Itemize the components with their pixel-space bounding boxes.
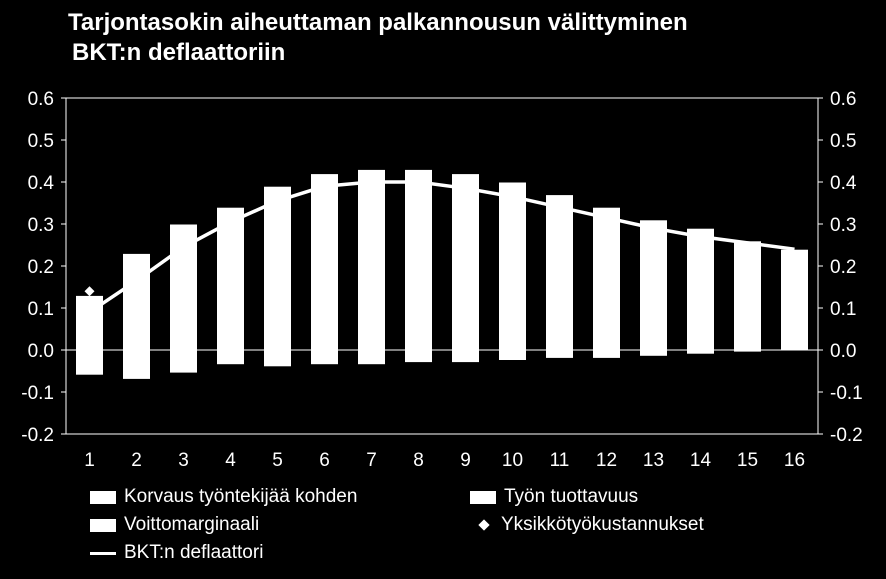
legend-label: Voittomarginaali (124, 514, 260, 535)
x-tick-label: 13 (643, 450, 664, 471)
y-tick-label-right: 0.2 (830, 257, 856, 278)
y-tick-label-left: 0.6 (28, 89, 54, 110)
bar (639, 349, 668, 357)
bar (498, 349, 527, 361)
bar (357, 349, 386, 366)
legend-label: Yksikkötyökustannukset (501, 514, 704, 535)
legend-label: BKT:n deflaattori (124, 542, 264, 563)
deflator-line (88, 180, 795, 314)
x-tick-label: 7 (366, 450, 377, 471)
bar (169, 349, 198, 374)
bar (169, 223, 198, 351)
y-tick-label-right: 0.0 (830, 341, 856, 362)
bar (75, 349, 104, 376)
x-tick-label: 9 (460, 450, 471, 471)
bar (545, 349, 574, 359)
bar (686, 349, 715, 355)
legend-swatch-line (90, 551, 116, 555)
legend-item-voittomarginaali: Voittomarginaali (90, 514, 259, 536)
bar (498, 181, 527, 351)
y-tick-label-left: -0.2 (21, 425, 54, 446)
bar (733, 240, 762, 351)
bar (686, 227, 715, 351)
y-tick-label-right: 0.1 (830, 299, 856, 320)
bar (404, 349, 433, 364)
legend: Korvaus työntekijää kohden Työn tuottavu… (90, 486, 790, 576)
bar (404, 168, 433, 351)
y-tick-label-right: -0.2 (830, 425, 863, 446)
bar (357, 168, 386, 351)
y-tick-label-left: 0.4 (28, 173, 55, 194)
diamond-icon (478, 519, 490, 531)
legend-item-bkt-deflaattori: BKT:n deflaattori (90, 542, 263, 564)
x-tick-label: 8 (413, 450, 424, 471)
bar (592, 206, 621, 351)
bar (639, 219, 668, 351)
x-tick-label: 3 (178, 450, 189, 471)
y-tick-label-right: -0.1 (830, 383, 863, 404)
x-tick-label: 11 (550, 450, 570, 471)
bar (310, 173, 339, 351)
y-tick-label-left: 0.1 (28, 299, 54, 320)
x-tick-label: 12 (596, 450, 617, 471)
x-tick-label: 10 (502, 450, 523, 471)
bar (263, 349, 292, 368)
y-tick-label-right: 0.6 (830, 89, 856, 110)
x-tick-label: 14 (690, 450, 712, 471)
y-tick-label-left: 0.3 (28, 215, 54, 236)
bar (545, 194, 574, 351)
x-tick-label: 1 (84, 450, 95, 471)
legend-swatch-bar (90, 518, 116, 532)
bar (592, 349, 621, 359)
legend-item-yksikkotyokustannukset: Yksikkötyökustannukset (470, 514, 704, 536)
chart-title-line-1: Tarjontasokin aiheuttaman palkannousun v… (68, 9, 688, 36)
bar (451, 173, 480, 351)
legend-swatch-bar (90, 490, 116, 504)
bar (451, 349, 480, 364)
bar (216, 349, 245, 366)
bar (122, 252, 151, 351)
bar (216, 206, 245, 351)
chart-title-line-2: BKT:n deflaattoriin (72, 39, 286, 66)
x-tick-label: 15 (737, 450, 758, 471)
unit-labor-cost-marker (84, 286, 95, 297)
x-tick-label: 16 (784, 450, 805, 471)
bar (310, 349, 339, 366)
x-tick-label: 5 (272, 450, 283, 471)
y-tick-label-left: 0.2 (28, 257, 54, 278)
y-tick-label-left: 0.5 (28, 131, 54, 152)
bar (263, 185, 292, 351)
y-tick-label-right: 0.4 (830, 173, 857, 194)
y-tick-label-right: 0.5 (830, 131, 856, 152)
y-tick-label-left: 0.0 (28, 341, 54, 362)
chart-title: Tarjontasokin aiheuttaman palkannousun v… (68, 8, 688, 68)
legend-label: Korvaus työntekijää kohden (124, 486, 358, 507)
bar (780, 248, 809, 351)
x-tick-label: 6 (319, 450, 330, 471)
y-tick-label-right: 0.3 (830, 215, 856, 236)
x-tick-label: 2 (131, 450, 142, 471)
legend-label: Työn tuottavuus (504, 486, 639, 507)
legend-swatch-bar (470, 490, 496, 504)
x-tick-label: 4 (225, 450, 236, 471)
legend-item-korvaus: Korvaus työntekijää kohden (90, 486, 357, 508)
y-tick-label-left: -0.1 (21, 383, 54, 404)
bar (122, 349, 151, 380)
legend-item-tuottavuus: Työn tuottavuus (470, 486, 638, 508)
